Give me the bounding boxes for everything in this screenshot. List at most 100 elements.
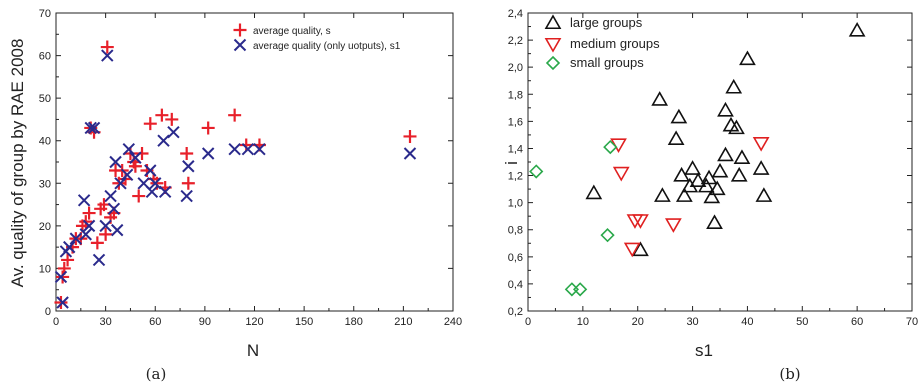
y-axis-label-b: i <box>502 161 521 165</box>
data-point-series-0 <box>730 166 748 182</box>
data-point-series-0 <box>654 187 671 202</box>
y-tick-label: 0,8 <box>508 225 523 237</box>
data-point-series-0 <box>239 138 253 152</box>
x-axis-label-a: N <box>247 341 259 360</box>
x-axis-label-b: s1 <box>695 341 713 360</box>
legend-b: large groups medium groups small groups <box>544 14 660 71</box>
legend-x-icon <box>233 38 247 52</box>
y-tick-label: 1,2 <box>508 171 523 183</box>
data-point-series-0 <box>228 108 242 122</box>
data-point-series-1 <box>114 177 127 190</box>
data-point-series-1 <box>101 49 114 62</box>
data-point-series-0 <box>752 160 770 175</box>
data-point-series-1 <box>92 253 106 267</box>
data-point-series-0 <box>725 78 743 94</box>
data-point-series-1 <box>56 296 69 309</box>
data-point-series-0 <box>651 91 669 106</box>
data-point-series-1 <box>77 194 91 207</box>
data-point-series-0 <box>711 162 729 178</box>
data-point-series-0 <box>143 117 157 131</box>
data-point-series-0 <box>165 112 179 126</box>
data-point-series-1 <box>145 185 159 199</box>
y-tick-label: 2,4 <box>508 8 523 20</box>
y-tick-label: 30 <box>39 178 51 190</box>
data-point-series-1 <box>79 228 92 241</box>
data-point-series-1 <box>201 147 215 160</box>
data-point-series-1 <box>228 143 241 156</box>
legend-diamond-icon <box>545 55 561 71</box>
data-point-series-1 <box>84 121 97 135</box>
data-point-series-1 <box>109 155 122 169</box>
y-tick-label: 70 <box>39 8 51 20</box>
data-point-series-2 <box>529 164 544 179</box>
legend-label-medium-groups: medium groups <box>570 36 660 51</box>
data-point-series-0 <box>135 146 149 160</box>
data-point-series-1 <box>752 136 770 152</box>
legend-marker-diamond <box>545 55 561 71</box>
data-point-series-0 <box>728 119 745 135</box>
data-point-series-0 <box>717 101 734 117</box>
y-tick-label: 0,4 <box>508 279 523 291</box>
x-tick-label: 0 <box>525 316 531 328</box>
legend-marker-plus <box>233 23 247 37</box>
data-point-series-0 <box>632 241 649 257</box>
data-point-series-1 <box>120 168 134 181</box>
y-tick-label: 10 <box>39 263 51 275</box>
data-point-series-0 <box>706 214 723 230</box>
x-tick-label: 70 <box>906 316 918 328</box>
legend-marker-triangle-up <box>544 14 562 30</box>
x-tick-label: 30 <box>686 316 698 328</box>
data-point-series-1 <box>63 240 76 254</box>
data-point-series-0 <box>56 270 70 284</box>
data-point-series-2 <box>572 282 588 297</box>
data-point-series-0 <box>733 149 751 164</box>
data-point-series-1 <box>104 189 117 203</box>
data-point-series-1 <box>129 151 142 164</box>
y-tick-label: 50 <box>39 93 51 105</box>
data-point-series-0 <box>703 188 721 204</box>
data-point-series-1 <box>144 164 157 177</box>
y-tick-label: 0,2 <box>508 306 523 318</box>
legend-label-small-groups: small groups <box>570 55 644 70</box>
data-point-series-0 <box>201 121 215 135</box>
x-tick-label: 10 <box>577 316 589 328</box>
data-point-series-0 <box>54 295 68 309</box>
data-point-series-0 <box>848 21 866 37</box>
data-point-series-1 <box>99 219 112 233</box>
x-tick-label: 30 <box>100 316 112 328</box>
y-axis-label-a: Av. quality of group by RAE 2008 <box>8 39 27 288</box>
y-tick-label: 2,0 <box>508 62 523 74</box>
caption-b: (b) <box>779 365 800 383</box>
x-tick-label: 60 <box>149 316 161 328</box>
data-point-series-0 <box>100 40 114 54</box>
x-tick-label: 60 <box>851 316 863 328</box>
data-point-series-1 <box>149 177 162 190</box>
data-point-series-2 <box>600 228 615 243</box>
data-point-series-1 <box>54 270 68 284</box>
data-point-series-0 <box>708 180 726 196</box>
data-point-series-0 <box>717 146 734 162</box>
data-point-series-0 <box>403 129 417 143</box>
caption-a: (a) <box>146 365 167 383</box>
y-tick-label: 40 <box>39 136 51 148</box>
data-point-series-0 <box>670 108 688 124</box>
plot-area-a: 0 30 60 90 120 150 180 210 240 0 10 20 30 40 50 60 70 <box>39 8 462 328</box>
y-tick-label: 60 <box>39 51 51 63</box>
data-point-series-1 <box>612 166 630 182</box>
data-point-series-0 <box>128 159 142 173</box>
data-point-series-0 <box>90 236 104 250</box>
legend-marker-triangle-down <box>544 37 562 53</box>
data-point-series-1 <box>253 143 266 156</box>
data-point-series-0 <box>585 184 603 200</box>
x-tick-label: 90 <box>199 316 211 328</box>
data-point-series-0 <box>722 116 740 132</box>
data-point-series-0 <box>61 253 75 267</box>
data-point-series-0 <box>689 172 707 188</box>
y-tick-label: 1,4 <box>508 143 523 155</box>
x-tick-label: 240 <box>444 316 462 328</box>
legend-triangle-up-icon <box>544 14 562 30</box>
y-tick-label: 20 <box>39 221 51 233</box>
x-tick-label: 120 <box>245 316 263 328</box>
